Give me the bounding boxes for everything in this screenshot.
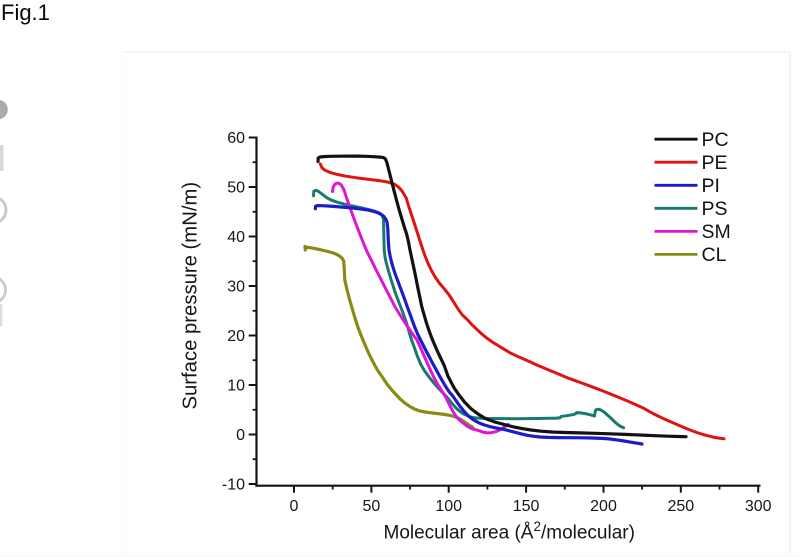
svg-text:PI: PI [702,175,720,197]
svg-text:-10: -10 [222,476,245,493]
svg-text:0: 0 [290,498,299,515]
svg-text:300: 300 [745,498,772,515]
svg-text:CL: CL [702,244,727,266]
svg-text:PS: PS [702,198,728,220]
svg-text:250: 250 [667,498,694,515]
svg-text:60: 60 [227,130,245,147]
svg-text:PC: PC [702,129,729,151]
svg-text:PE: PE [702,152,728,174]
svg-text:40: 40 [227,229,245,246]
svg-text:10: 10 [227,377,245,394]
svg-text:200: 200 [590,498,617,515]
svg-text:0: 0 [236,427,245,444]
svg-text:30: 30 [227,278,245,295]
svg-text:50: 50 [363,498,381,515]
svg-text:150: 150 [513,498,540,515]
svg-text:20: 20 [227,328,245,345]
svg-text:50: 50 [227,179,245,196]
svg-text:100: 100 [435,498,462,515]
svg-text:Molecular area (Å2/molecular): Molecular area (Å2/molecular) [384,519,635,544]
svg-text:Surface pressure (mN/m): Surface pressure (mN/m) [180,182,202,410]
svg-text:Fig.1: Fig.1 [1,0,50,25]
svg-text:SM: SM [702,221,731,243]
